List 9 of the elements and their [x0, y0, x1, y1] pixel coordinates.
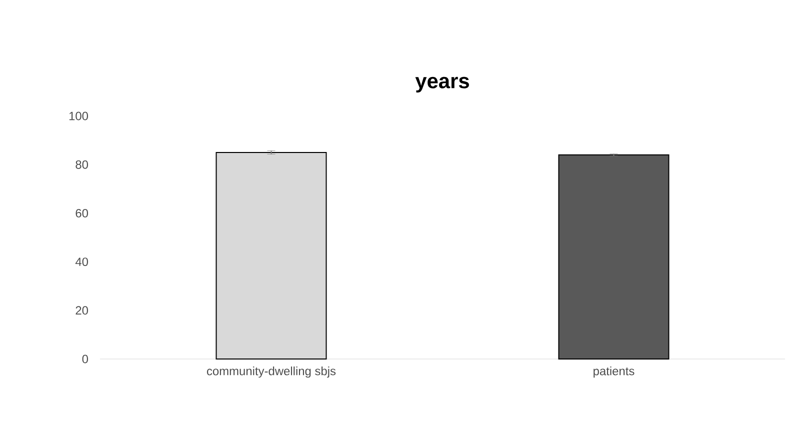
y-tick-label: 20 — [76, 306, 88, 315]
x-tick-label: community-dwelling sbjs — [206, 366, 336, 378]
x-tick-label: patients — [594, 366, 634, 378]
y-tick-label: 0 — [82, 354, 88, 364]
y-tick-label: 100 — [69, 112, 88, 120]
y-tick-label: 40 — [75, 258, 88, 266]
y-tick-label: 80 — [76, 160, 88, 169]
y-tick-label: 60 — [76, 208, 88, 218]
chart-title: years — [415, 76, 469, 92]
